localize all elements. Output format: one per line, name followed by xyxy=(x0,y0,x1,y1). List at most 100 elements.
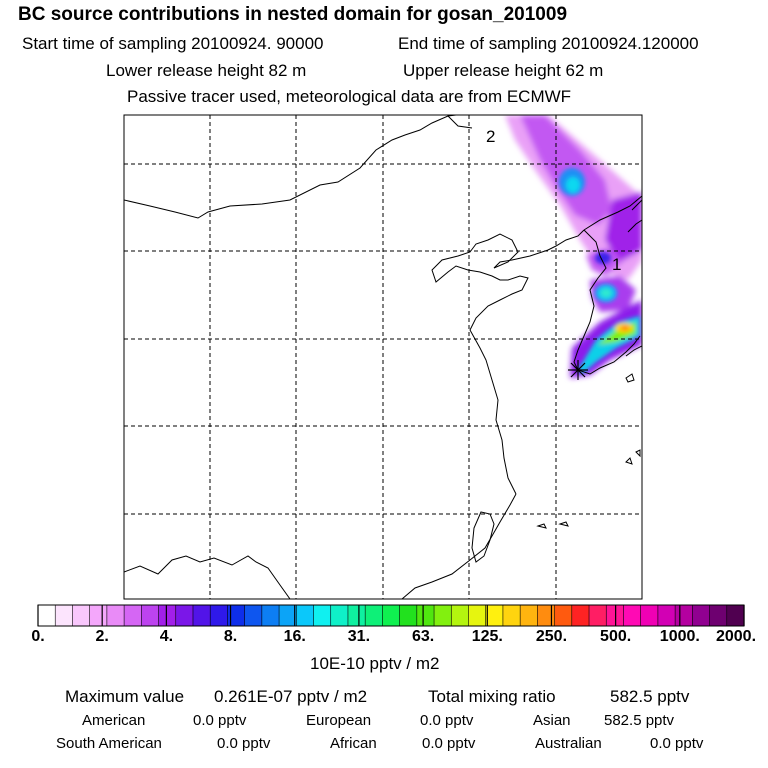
colorbar-cell xyxy=(244,605,263,626)
colorbar-cell xyxy=(279,605,297,626)
upper-release-height: Upper release height 62 m xyxy=(403,61,604,80)
colorbar-cell xyxy=(571,605,590,626)
colorbar-cell xyxy=(434,605,452,626)
colorbar-cell xyxy=(640,605,659,626)
colorbar-cell xyxy=(520,605,538,626)
region-name-australian: Australian xyxy=(535,735,602,752)
colorbar-cell xyxy=(589,605,607,626)
plume-core-south-orange xyxy=(621,325,629,331)
region-name-south-american: South American xyxy=(56,735,162,752)
colorbar xyxy=(37,604,745,627)
colorbar-cell xyxy=(675,605,693,626)
plume-field xyxy=(505,115,642,378)
colorbar-cell xyxy=(623,605,642,626)
colorbar-cell xyxy=(468,605,487,626)
colorbar-cell xyxy=(365,605,383,626)
colorbar-cell xyxy=(537,605,556,626)
colorbar-cell xyxy=(485,605,504,626)
colorbar-tick-label: 2. xyxy=(95,628,109,645)
colorbar-cell xyxy=(210,605,229,626)
colorbar-cell xyxy=(158,605,177,626)
start-time-label: Start time of sampling 20100924. 90000 xyxy=(22,34,324,53)
region-value-american: 0.0 pptv xyxy=(193,712,247,729)
kyushu-coast xyxy=(625,345,642,357)
map-panel: 2 1 xyxy=(123,114,643,600)
colorbar-cell xyxy=(330,605,349,626)
island-3 xyxy=(635,449,641,458)
colorbar-cell xyxy=(192,605,211,626)
bohai-coast xyxy=(493,229,585,269)
map-label-1: 1 xyxy=(612,255,621,274)
end-time-label: End time of sampling 20100924.120000 xyxy=(398,34,699,53)
colorbar-tick-label: 250. xyxy=(535,628,568,645)
colorbar-tick-label: 4. xyxy=(159,628,174,645)
receptor-marker-icon xyxy=(568,360,588,380)
colorbar-cell xyxy=(72,605,91,626)
region-value-south-american: 0.0 pptv xyxy=(217,735,271,752)
colorbar-tick-label: 16. xyxy=(283,628,306,645)
colorbar-cell xyxy=(451,605,470,626)
mongolia-border xyxy=(124,115,457,219)
colorbar-cell xyxy=(227,605,246,626)
colorbar-cell xyxy=(416,605,435,626)
korea-north-border xyxy=(583,195,642,231)
region-value-asian: 582.5 pptv xyxy=(604,712,675,729)
colorbar-tick-label: 1000. xyxy=(659,628,700,645)
region-name-american: American xyxy=(82,712,146,729)
colorbar-cell xyxy=(261,605,280,626)
taiwan xyxy=(471,511,495,563)
colorbar-cell xyxy=(38,605,56,626)
colorbar-units: 10E-10 pptv / m2 xyxy=(310,654,440,673)
plume-core-mid-inner xyxy=(600,288,612,298)
region-name-european: European xyxy=(306,712,372,729)
colorbar-cell xyxy=(296,605,315,626)
max-value-label: Maximum value xyxy=(65,687,185,706)
region-name-african: African xyxy=(330,735,377,752)
colorbar-tick-label: 63. xyxy=(411,628,435,645)
map-frame xyxy=(123,114,643,600)
colorbar-cell xyxy=(726,605,745,626)
lower-release-height: Lower release height 82 m xyxy=(106,61,307,80)
japan-sea-coast xyxy=(627,199,642,233)
colorbar-cells xyxy=(38,605,745,626)
colorbar-cell xyxy=(399,605,418,626)
grid-lines xyxy=(124,115,642,599)
plume-core-1 xyxy=(595,252,611,264)
region-value-african: 0.0 pptv xyxy=(422,735,476,752)
colorbar-tick-label: 31. xyxy=(347,628,371,645)
colorbar-cell xyxy=(89,605,108,626)
chart-title: BC source contributions in nested domain… xyxy=(18,4,568,25)
korea-peninsula xyxy=(573,229,641,375)
colorbar-cell xyxy=(502,605,521,626)
total-mixing-value: 582.5 pptv xyxy=(610,687,690,706)
colorbar-cell xyxy=(141,605,160,626)
region-value-australian: 0.0 pptv xyxy=(650,735,704,752)
colorbar-cell xyxy=(55,605,74,626)
island-2 xyxy=(625,457,633,465)
colorbar-cell xyxy=(692,605,711,626)
colorbar-tick-label: 8. xyxy=(223,628,238,645)
max-value: 0.261E-07 pptv / m2 xyxy=(214,687,368,706)
colorbar-tick-label: 0. xyxy=(31,628,45,645)
colorbar-cell xyxy=(382,605,401,626)
colorbar-cell xyxy=(554,605,573,626)
island-1 xyxy=(625,373,635,383)
colorbar-cell xyxy=(313,605,332,626)
colorbar-tick-marks xyxy=(37,605,745,626)
tracer-note: Passive tracer used, meteorological data… xyxy=(127,87,572,106)
colorbar-cell xyxy=(709,605,728,626)
islands-south xyxy=(536,521,569,529)
colorbar-cell xyxy=(347,605,366,626)
southwest-border xyxy=(124,555,291,599)
plume-core-north-inner xyxy=(566,177,580,193)
north-border xyxy=(447,115,473,129)
region-name-asian: Asian xyxy=(533,712,571,729)
colorbar-tick-label: 500. xyxy=(600,628,632,645)
east-china-coast xyxy=(431,233,529,495)
colorbar-cell xyxy=(106,605,125,626)
colorbar-cell xyxy=(124,605,142,626)
coastlines xyxy=(124,115,642,599)
colorbar-cell xyxy=(175,605,194,626)
colorbar-tick-label: 2000. xyxy=(715,628,757,645)
total-mixing-label: Total mixing ratio xyxy=(428,687,556,706)
